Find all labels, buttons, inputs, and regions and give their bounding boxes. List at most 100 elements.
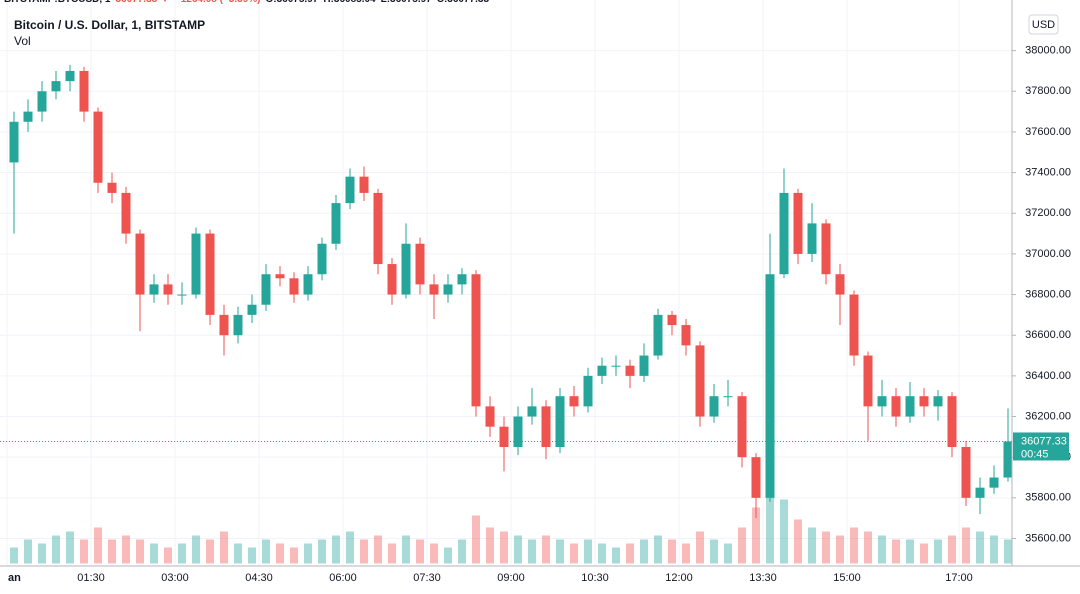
candle-body (555, 396, 565, 448)
volume-bar (444, 547, 452, 564)
volume-bar (192, 535, 200, 564)
candle-body (639, 355, 649, 376)
candle-body (905, 396, 915, 417)
candle-body (247, 304, 257, 315)
volume-bar (892, 539, 900, 564)
volume-bar (906, 539, 914, 564)
candle-body (65, 70, 75, 82)
volume-bar (38, 543, 46, 564)
volume-bar (696, 531, 704, 564)
volume-bar (794, 519, 802, 564)
candle-body (569, 396, 579, 407)
currency-label[interactable]: USD (1032, 19, 1055, 31)
candle-body (443, 284, 453, 295)
volume-bar (822, 531, 830, 564)
candle-body (23, 111, 33, 122)
last-price-box (1013, 432, 1069, 461)
header-part: −1264.08 (−3.39%) (175, 0, 261, 5)
candle-body (835, 274, 845, 295)
candle-body (471, 274, 481, 407)
candle-body (961, 447, 971, 498)
candle-body (219, 314, 229, 336)
volume-bar (542, 535, 550, 564)
y-tick-label: 36400.00 (1025, 370, 1071, 382)
volume-bar (262, 539, 270, 564)
candle-body (93, 111, 103, 183)
volume-bar (948, 535, 956, 564)
candle-layer (9, 64, 1013, 519)
candle-body (681, 325, 691, 346)
volume-bar (66, 531, 74, 564)
candle-body (611, 365, 621, 367)
volume-bar (52, 535, 60, 564)
candle-body (303, 274, 313, 295)
volume-bar (402, 535, 410, 564)
volume-bar (962, 527, 970, 564)
volume-bar (598, 543, 606, 564)
x-tick-label: 15:00 (833, 572, 861, 584)
candle-body (919, 396, 929, 407)
candle-body (457, 274, 467, 285)
y-tick-label: 36800.00 (1025, 288, 1071, 300)
y-tick-label: 36600.00 (1025, 329, 1071, 341)
y-tick-label: 38000.00 (1025, 45, 1071, 57)
volume-bar (514, 535, 522, 564)
volume-bar (486, 527, 494, 564)
volume-bar (626, 543, 634, 564)
x-tick-label: 07:30 (413, 572, 441, 584)
volume-bar (500, 531, 508, 564)
volume-bar (248, 547, 256, 564)
candle-body (779, 192, 789, 275)
candle-body (737, 396, 747, 458)
volume-bar (416, 539, 424, 564)
volume-bar (304, 543, 312, 564)
y-tick-label: 37600.00 (1025, 126, 1071, 138)
candle-body (485, 406, 495, 427)
volume-bar (318, 539, 326, 564)
candle-body (527, 406, 537, 417)
candle-body (401, 243, 411, 295)
volume-bar (80, 539, 88, 564)
volume-bar (612, 547, 620, 564)
volume-bar (738, 527, 746, 564)
volume-bar (1004, 539, 1012, 564)
volume-bar (724, 543, 732, 564)
volume-bar (780, 499, 788, 564)
candle-body (135, 233, 145, 295)
volume-bar (360, 539, 368, 564)
volume-bar (864, 531, 872, 564)
candle-body (387, 264, 397, 295)
volume-bar (346, 531, 354, 564)
x-tick-label: 12:00 (665, 572, 693, 584)
volume-bar (374, 535, 382, 564)
candle-body (975, 487, 985, 498)
candle-body (765, 274, 775, 498)
volume-bar (458, 539, 466, 564)
header-line: BITSTAMP:BTCUSD, 1 36077.33 ▼ −1264.08 (−3… (4, 0, 489, 5)
currency-button[interactable] (1028, 14, 1059, 35)
volume-bar (206, 539, 214, 564)
x-tick-label: 09:00 (497, 572, 525, 584)
x-tick-label: 10:30 (581, 572, 609, 584)
volume-bar (164, 547, 172, 564)
y-tick-label: 37800.00 (1025, 85, 1071, 97)
volume-bar (136, 539, 144, 564)
x-tick-label: an (8, 572, 21, 584)
axis-layer: 35600.0035800.0036000.0036200.0036400.00… (0, 45, 1071, 584)
x-tick-label: 13:30 (749, 572, 777, 584)
candle-body (205, 233, 215, 315)
y-tick-label: 37400.00 (1025, 166, 1071, 178)
candle-body (793, 192, 803, 254)
candle-body (317, 243, 327, 275)
volume-bar (276, 543, 284, 564)
candle-body (261, 274, 271, 305)
y-tick-label: 36200.00 (1025, 410, 1071, 422)
candle-body (107, 182, 117, 193)
volume-bar (920, 543, 928, 564)
candle-body (345, 176, 355, 204)
candle-body (415, 243, 425, 285)
volume-bar (710, 539, 718, 564)
candle-body (989, 477, 999, 488)
candle-body (149, 284, 159, 295)
